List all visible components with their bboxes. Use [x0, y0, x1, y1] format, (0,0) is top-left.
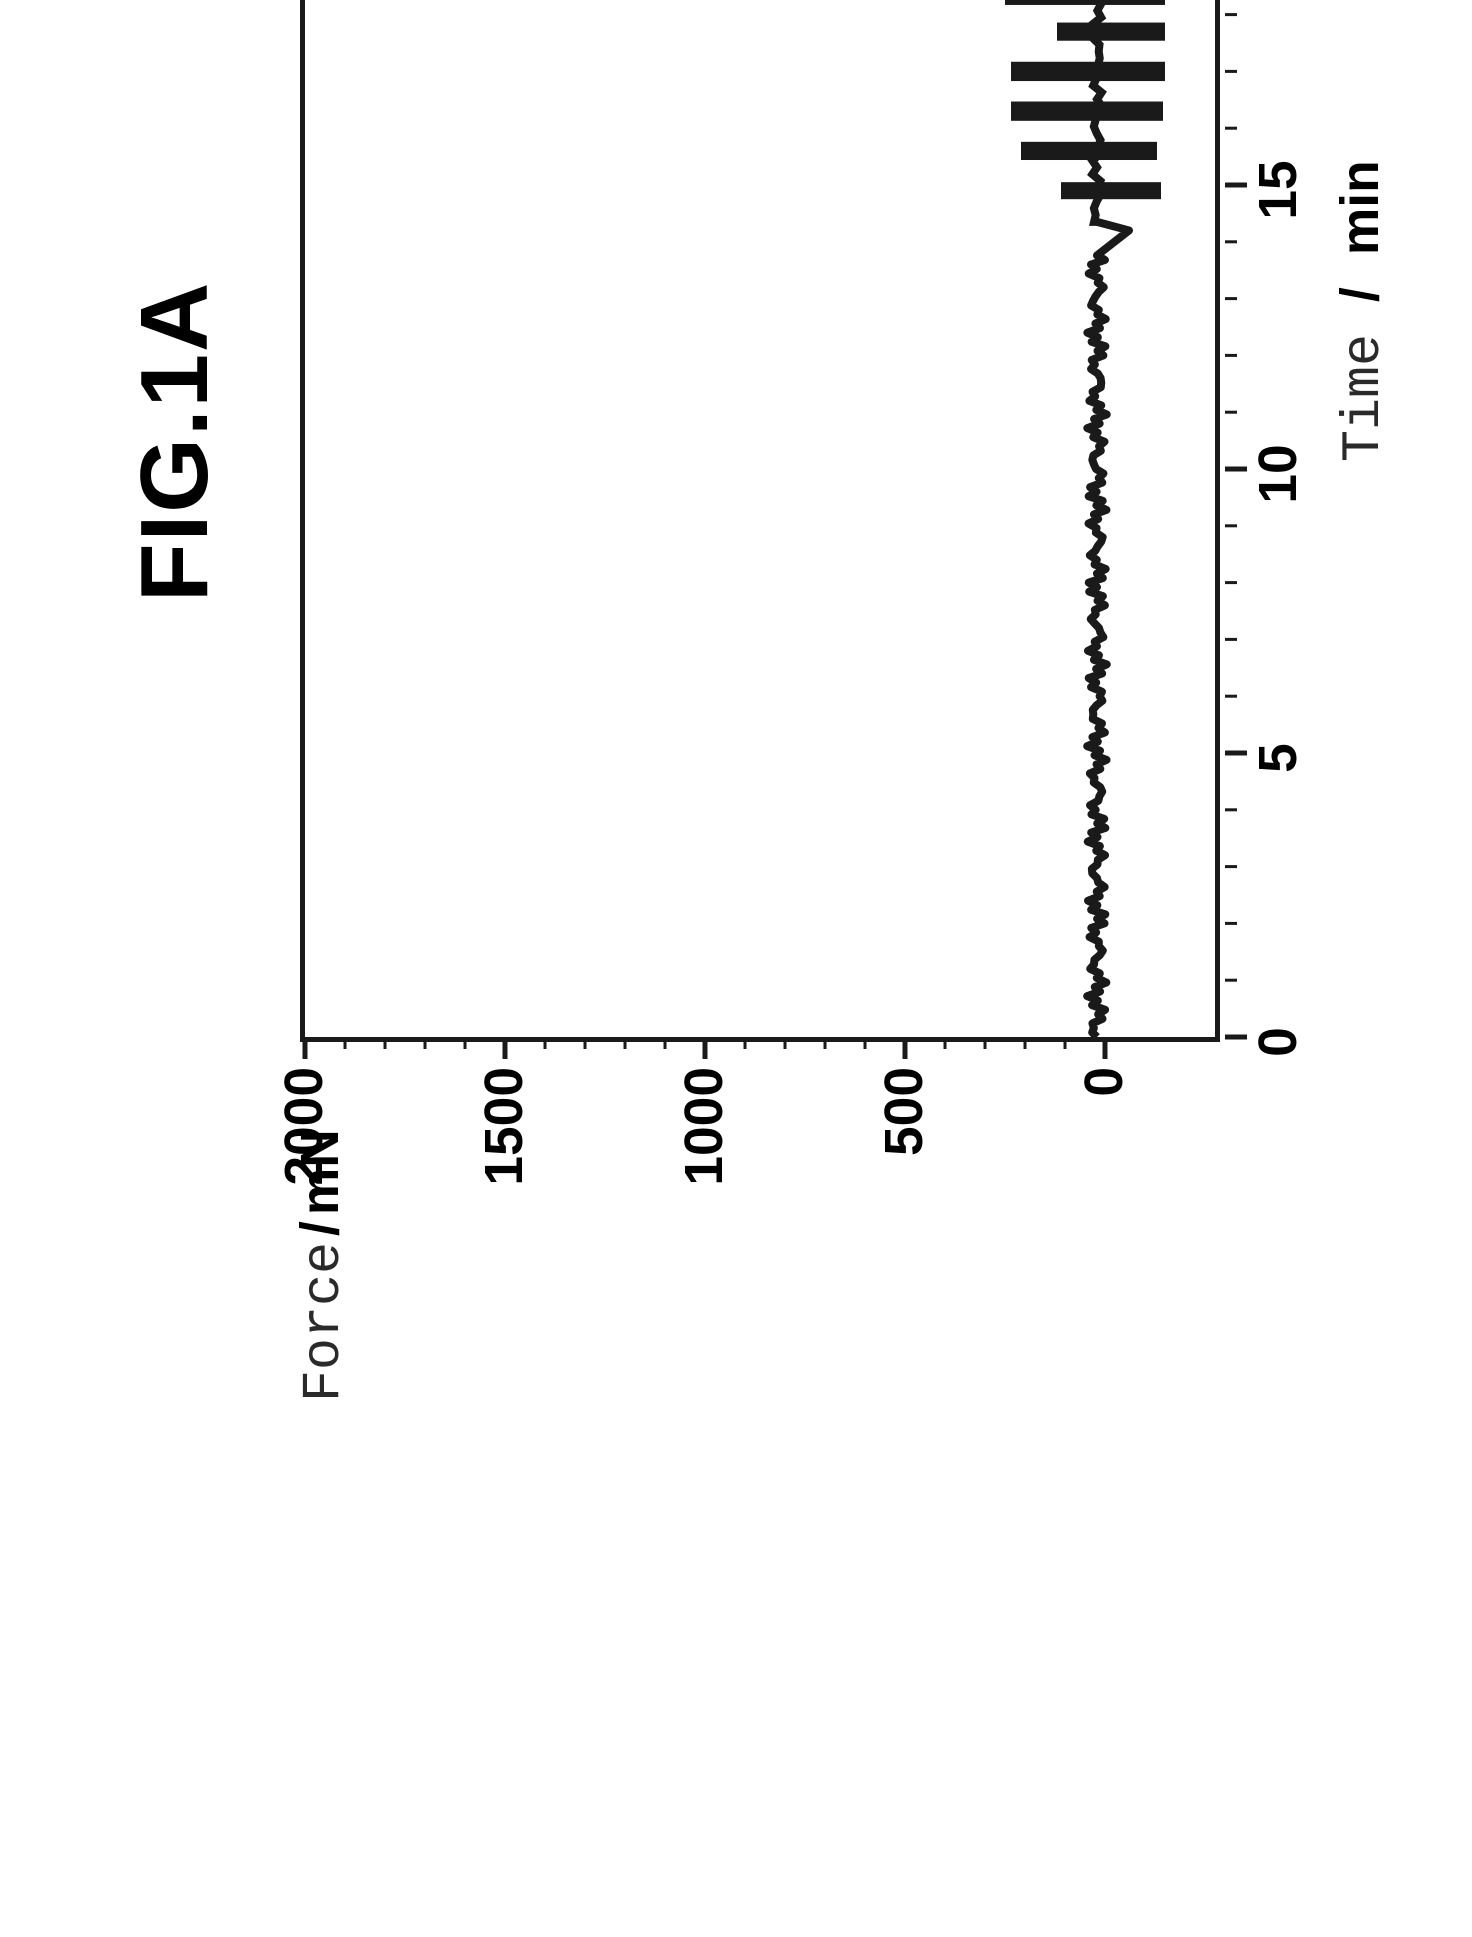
y-tick-label: 0	[1074, 1067, 1135, 1217]
figure-wrapper: FIG.1A Force / mN Time / min 05001000150…	[0, 0, 1472, 1472]
y-tick-label: 1500	[474, 1067, 535, 1217]
x-tick-label: 15	[1248, 140, 1309, 240]
force-trace	[305, 0, 1225, 1037]
x-tick-label: 10	[1248, 424, 1309, 524]
y-axis-label-sep: /	[290, 1221, 351, 1236]
x-tick-label: 0	[1248, 992, 1309, 1092]
x-axis-label-sep: /	[1331, 287, 1390, 302]
y-tick-label: 1000	[674, 1067, 735, 1217]
x-axis-label-unit: min	[1331, 160, 1390, 255]
x-axis-label-prefix: Time	[1335, 334, 1395, 462]
x-tick-label: 5	[1248, 708, 1309, 808]
x-axis-label: Time / min	[1330, 160, 1395, 462]
y-tick-label: 500	[874, 1067, 935, 1217]
y-tick-label: 2000	[274, 1067, 335, 1217]
plot-area	[300, 0, 1220, 1042]
landscape-canvas: FIG.1A Force / mN Time / min 05001000150…	[0, 0, 1472, 1472]
figure-title: FIG.1A	[120, 281, 230, 602]
y-axis-label-prefix: Force	[295, 1242, 355, 1402]
